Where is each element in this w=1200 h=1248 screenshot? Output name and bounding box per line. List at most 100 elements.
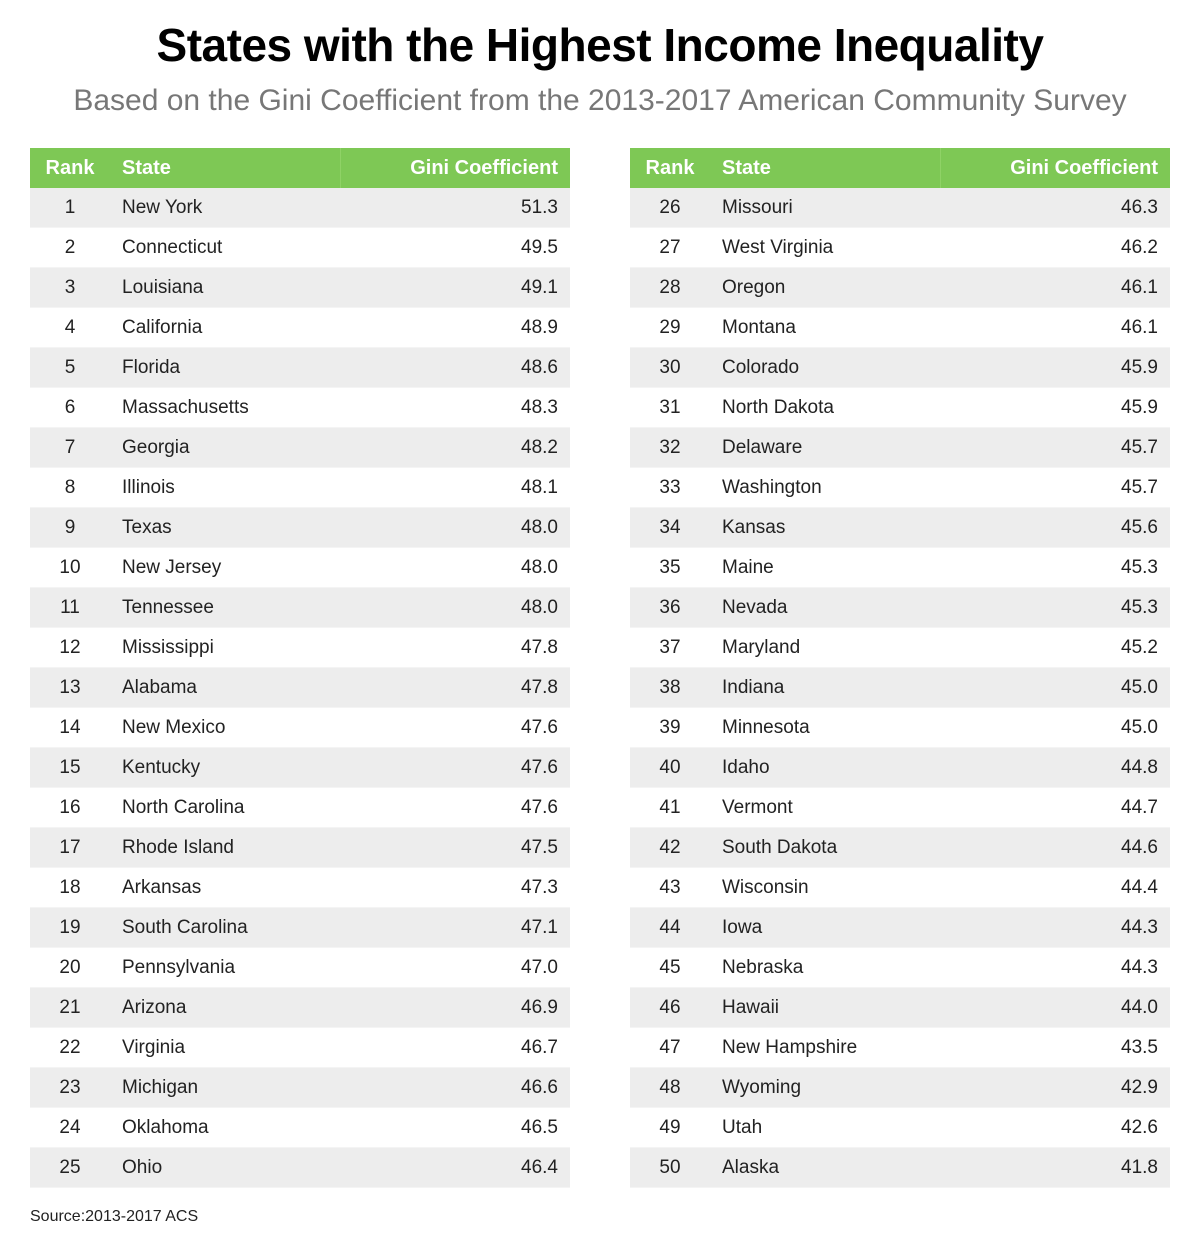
rank-cell: 38 xyxy=(659,677,681,698)
rank-cell: 26 xyxy=(659,197,681,218)
state-cell: Alaska xyxy=(722,1157,780,1178)
rank-cell: 45 xyxy=(659,957,681,978)
table-row: 4 California 48.9 xyxy=(30,308,570,348)
gini-cell: 44.3 xyxy=(1121,917,1158,938)
table-row: 27 West Virginia 46.2 xyxy=(630,228,1170,268)
gini-cell: 48.0 xyxy=(521,557,558,578)
gini-cell: 48.2 xyxy=(521,437,558,458)
rank-cell: 34 xyxy=(659,517,681,538)
table-row: 23 Michigan 46.6 xyxy=(30,1068,570,1108)
gini-cell: 46.6 xyxy=(521,1077,558,1098)
state-cell: Iowa xyxy=(722,917,763,938)
gini-cell: 44.4 xyxy=(1121,877,1158,898)
rank-cell: 8 xyxy=(64,477,76,498)
table-row: 35 Maine 45.3 xyxy=(630,548,1170,588)
table-row: 45 Nebraska 44.3 xyxy=(630,948,1170,988)
table-row: 47 New Hampshire 43.5 xyxy=(630,1028,1170,1068)
rank-cell: 10 xyxy=(59,557,81,578)
state-cell: North Dakota xyxy=(722,397,834,418)
table-row: 10 New Jersey 48.0 xyxy=(30,548,570,588)
state-cell: Ohio xyxy=(122,1157,163,1178)
rank-cell: 36 xyxy=(659,597,681,618)
state-cell: Washington xyxy=(722,477,822,498)
table-row: 39 Minnesota 45.0 xyxy=(630,708,1170,748)
state-cell: Rhode Island xyxy=(122,837,234,858)
state-cell: West Virginia xyxy=(722,237,834,258)
rank-cell: 22 xyxy=(59,1037,81,1058)
state-cell: Utah xyxy=(722,1117,763,1138)
table-row: 17 Rhode Island 47.5 xyxy=(30,828,570,868)
table-row: 18 Arkansas 47.3 xyxy=(30,868,570,908)
state-cell: Wisconsin xyxy=(722,877,809,898)
state-cell: Kentucky xyxy=(122,757,201,778)
header-state: State xyxy=(122,157,171,179)
state-cell: Arizona xyxy=(122,997,187,1018)
state-cell: Georgia xyxy=(122,437,190,458)
gini-cell: 46.7 xyxy=(521,1037,558,1058)
table-row: 24 Oklahoma 46.5 xyxy=(30,1108,570,1148)
state-cell: Hawaii xyxy=(722,997,780,1018)
table-row: 5 Florida 48.6 xyxy=(30,348,570,388)
rank-cell: 20 xyxy=(59,957,81,978)
table-row: 1 New York 51.3 xyxy=(30,188,570,228)
rank-cell: 49 xyxy=(659,1117,681,1138)
state-cell: New Jersey xyxy=(122,557,222,578)
rank-cell: 29 xyxy=(659,317,681,338)
rank-cell: 4 xyxy=(64,317,76,338)
state-cell: Delaware xyxy=(722,437,803,458)
table-row: 46 Hawaii 44.0 xyxy=(630,988,1170,1028)
table-row: 13 Alabama 47.8 xyxy=(30,668,570,708)
table-row: 41 Vermont 44.7 xyxy=(630,788,1170,828)
gini-cell: 44.8 xyxy=(1121,757,1158,778)
ranking-table-right: Rank State Gini Coefficient 26 Missouri 46… xyxy=(630,148,1170,1188)
table-row: 42 South Dakota 44.6 xyxy=(630,828,1170,868)
table-row: 40 Idaho 44.8 xyxy=(630,748,1170,788)
gini-cell: 47.1 xyxy=(521,917,558,938)
gini-cell: 44.6 xyxy=(1121,837,1158,858)
gini-cell: 48.3 xyxy=(521,397,558,418)
state-cell: Massachusetts xyxy=(122,397,249,418)
table-row: 49 Utah 42.6 xyxy=(630,1108,1170,1148)
gini-cell: 43.5 xyxy=(1121,1037,1158,1058)
gini-cell: 44.3 xyxy=(1121,957,1158,978)
gini-cell: 47.8 xyxy=(521,677,558,698)
gini-cell: 49.5 xyxy=(521,237,558,258)
table-row: 28 Oregon 46.1 xyxy=(630,268,1170,308)
gini-cell: 45.7 xyxy=(1121,477,1158,498)
table-row: 33 Washington 45.7 xyxy=(630,468,1170,508)
header-gini: Gini Coefficient xyxy=(1010,157,1158,179)
header-divider xyxy=(940,148,941,188)
gini-cell: 48.9 xyxy=(521,317,558,338)
gini-cell: 48.1 xyxy=(521,477,558,498)
gini-cell: 42.9 xyxy=(1121,1077,1158,1098)
state-cell: Wyoming xyxy=(722,1077,802,1098)
gini-cell: 45.9 xyxy=(1121,397,1158,418)
state-cell: Michigan xyxy=(122,1077,199,1098)
gini-cell: 44.7 xyxy=(1121,797,1158,818)
state-cell: Idaho xyxy=(722,757,770,778)
rank-cell: 43 xyxy=(659,877,681,898)
table-row: 36 Nevada 45.3 xyxy=(630,588,1170,628)
gini-cell: 48.0 xyxy=(521,517,558,538)
table-row: 30 Colorado 45.9 xyxy=(630,348,1170,388)
gini-cell: 46.5 xyxy=(521,1117,558,1138)
state-cell: Indiana xyxy=(722,677,785,698)
table-row: 9 Texas 48.0 xyxy=(30,508,570,548)
table-row: 31 North Dakota 45.9 xyxy=(630,388,1170,428)
state-cell: Vermont xyxy=(722,797,793,818)
page-subtitle: Based on the Gini Coefficient from the 2… xyxy=(73,84,1127,117)
rank-cell: 39 xyxy=(659,717,681,738)
gini-cell: 47.6 xyxy=(521,757,558,778)
table-row: 44 Iowa 44.3 xyxy=(630,908,1170,948)
state-cell: New Mexico xyxy=(122,717,226,738)
rank-cell: 35 xyxy=(659,557,681,578)
gini-cell: 45.9 xyxy=(1121,357,1158,378)
ranking-table-left: Rank State Gini Coefficient 1 New York 51.… xyxy=(30,148,570,1188)
gini-cell: 47.5 xyxy=(521,837,558,858)
gini-cell: 48.0 xyxy=(521,597,558,618)
rank-cell: 19 xyxy=(59,917,81,938)
table-header: Rank State Gini Coefficient xyxy=(30,148,570,188)
gini-cell: 46.2 xyxy=(1121,237,1158,258)
state-cell: California xyxy=(122,317,203,338)
gini-cell: 42.6 xyxy=(1121,1117,1158,1138)
